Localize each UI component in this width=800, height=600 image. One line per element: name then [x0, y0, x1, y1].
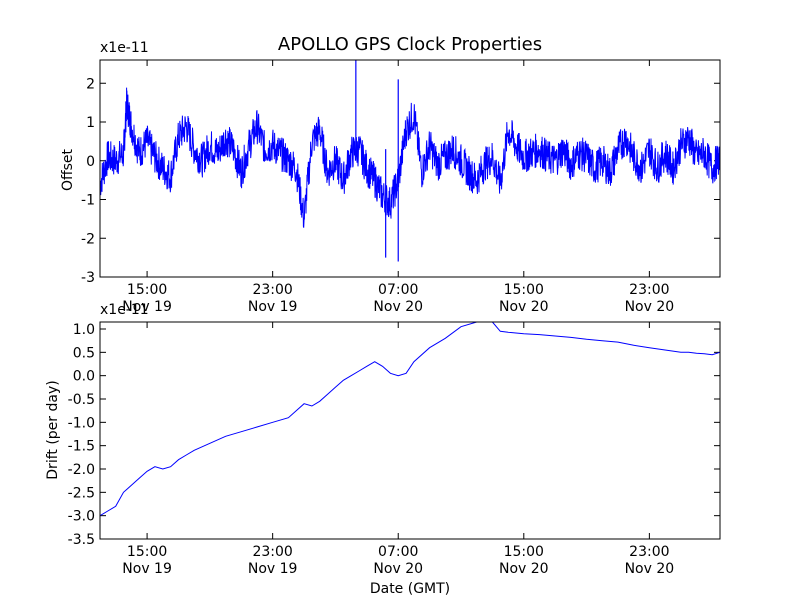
x-tick-time-label: 23:00	[252, 544, 292, 560]
bottom-plot-area: 1.0 0.5 0.0 -0.5 -1.0 -1.5 -2.0 -2.5 -3.0 -3.5 15:…	[68, 321, 721, 577]
x-tick-date-label: Nov 20	[499, 299, 549, 315]
y-tick-label: -0.5	[68, 392, 95, 408]
y-tick-label: 1	[86, 115, 95, 131]
y-tick-label: -3.5	[68, 532, 95, 548]
x-axis-label: Date (GMT)	[370, 581, 450, 597]
top-offset-text: x1e-11	[100, 40, 149, 56]
x-tick-date-label: Nov 19	[122, 299, 172, 315]
x-tick-date-label: Nov 20	[373, 561, 423, 577]
x-tick-time-label: 15:00	[127, 282, 167, 298]
x-tick-date-label: Nov 19	[248, 299, 298, 315]
x-tick-time-label: 15:00	[127, 544, 167, 560]
top-y-axis-label: Offset	[60, 148, 76, 191]
y-tick-label: 1.0	[73, 322, 95, 338]
x-tick-time-label: 15:00	[504, 282, 544, 298]
x-tick-time-label: 15:00	[504, 544, 544, 560]
x-tick-date-label: Nov 20	[499, 561, 549, 577]
y-tick-label: -2.5	[68, 485, 95, 501]
y-tick-label: 0	[86, 154, 95, 170]
y-tick-label: -1.0	[68, 415, 95, 431]
y-tick-label: -3.0	[68, 509, 95, 525]
top-axes-frame	[99, 59, 721, 278]
series-line-0-0	[99, 87, 721, 228]
x-tick-time-label: 23:00	[629, 544, 669, 560]
x-tick-date-label: Nov 19	[122, 561, 172, 577]
x-tick-date-label: Nov 20	[625, 299, 675, 315]
x-tick-date-label: Nov 19	[248, 561, 298, 577]
y-tick-label: -1	[81, 193, 95, 209]
bottom-y-axis-label: Drift (per day)	[45, 380, 61, 479]
y-tick-label: 2	[86, 76, 95, 92]
x-tick-time-label: 23:00	[252, 282, 292, 298]
x-tick-date-label: Nov 20	[625, 561, 675, 577]
x-tick-time-label: 07:00	[378, 544, 418, 560]
x-tick-time-label: 07:00	[378, 282, 418, 298]
y-tick-label: 0.5	[73, 345, 95, 361]
series-line-1-0	[99, 321, 721, 517]
chart-title: APOLLO GPS Clock Properties	[278, 34, 542, 55]
x-tick-time-label: 23:00	[629, 282, 669, 298]
bottom-offset-text: x1e-11	[100, 302, 149, 318]
y-tick-label: -1.5	[68, 439, 95, 455]
y-tick-label: -2	[81, 231, 95, 247]
y-tick-label: -3	[81, 270, 95, 286]
bottom-axes-frame	[99, 321, 721, 540]
y-tick-label: -2.0	[68, 462, 95, 478]
y-tick-label: 0.0	[73, 369, 95, 385]
x-tick-date-label: Nov 20	[373, 299, 423, 315]
